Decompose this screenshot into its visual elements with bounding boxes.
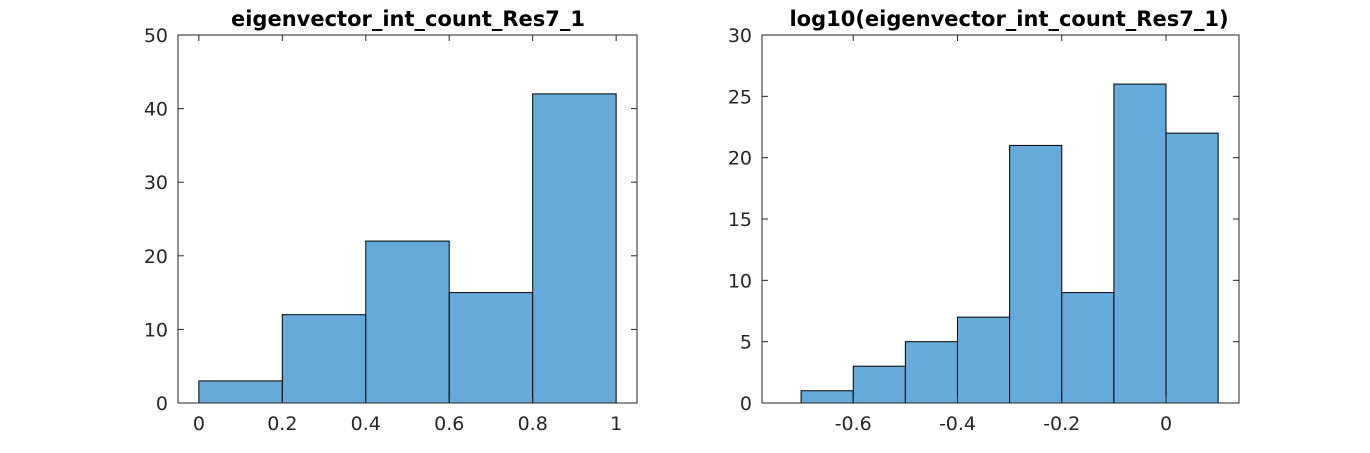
histogram-bar-left-3: [365, 240, 450, 404]
y-tick-label-right: 20: [728, 148, 752, 170]
x-tick-label-right: 0: [1160, 413, 1172, 435]
x-tick-label-left: 0.8: [518, 413, 548, 435]
x-tick-label-left: 1: [610, 413, 622, 435]
x-tick-label-right: -0.2: [1043, 413, 1080, 435]
y-tick-label-left: 50: [144, 25, 168, 47]
histogram-panel-right: log10(eigenvector_int_count_Res7_1) 0 5 10…: [728, 7, 1240, 435]
y-tick-label-right: 5: [740, 332, 752, 354]
x-tick-label-left: 0.2: [267, 413, 297, 435]
y-tick-label-right: 15: [728, 209, 752, 231]
histogram-bar-left-4: [448, 292, 534, 404]
chart-title-left: eigenvector_int_count_Res7_1: [231, 7, 585, 31]
y-tick-label-left: 30: [144, 172, 168, 194]
x-tick-label-right: -0.6: [835, 413, 872, 435]
histogram-bar-right-2: [852, 365, 906, 404]
y-tick-label-right: 25: [728, 86, 752, 108]
histogram-bar-right-7: [1113, 83, 1167, 404]
y-tick-label-left: 20: [144, 246, 168, 268]
x-tick-label-left: 0.6: [434, 413, 464, 435]
y-tick-label-right: 30: [728, 25, 752, 47]
y-tick-label-right: 0: [740, 393, 752, 415]
chart-title-right: log10(eigenvector_int_count_Res7_1): [789, 7, 1228, 31]
histogram-bar-left-5: [532, 93, 617, 404]
plot-frame-left: [177, 34, 638, 404]
histogram-panel-left: eigenvector_int_count_Res7_1 01020304050…: [144, 7, 638, 435]
x-tick-label-left: 0.4: [351, 413, 381, 435]
histogram-bar-right-5: [1009, 144, 1063, 404]
x-tick-label-right: -0.4: [939, 413, 976, 435]
y-tick-label-left: 0: [156, 393, 168, 415]
histogram-bar-right-4: [956, 316, 1011, 404]
histogram-bar-right-3: [904, 341, 958, 404]
histogram-bar-left-1: [198, 380, 283, 404]
y-tick-label-left: 10: [144, 319, 168, 341]
y-tick-label-right: 10: [728, 270, 752, 292]
y-tick-label-left: 40: [144, 99, 168, 121]
x-tick-label-left: 0: [193, 413, 205, 435]
histogram-bar-right-1: [800, 390, 854, 404]
histogram-bar-right-6: [1061, 292, 1115, 404]
histogram-bar-left-2: [281, 314, 367, 404]
histogram-bar-right-8: [1165, 132, 1219, 404]
